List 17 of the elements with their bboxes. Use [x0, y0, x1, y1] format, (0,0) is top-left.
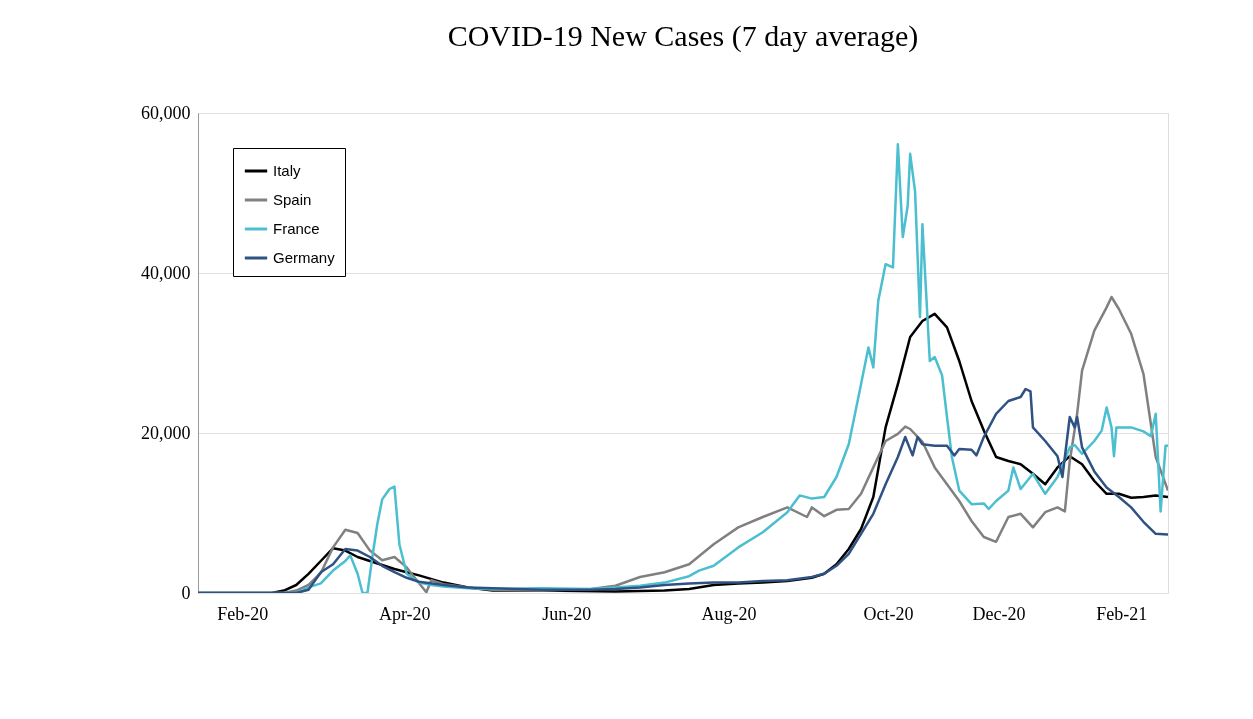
x-tick-label: Jun-20	[542, 603, 592, 624]
y-tick-label: 60,000	[141, 102, 191, 123]
legend-label: France	[273, 220, 320, 237]
x-tick-label: Feb-21	[1096, 603, 1148, 624]
legend-label: Italy	[273, 162, 302, 179]
y-tick-label: 20,000	[141, 422, 191, 443]
x-tick-label: Dec-20	[972, 603, 1026, 624]
chart-title: COVID-19 New Cases (7 day average)	[447, 19, 919, 53]
line-series	[198, 387, 1168, 593]
y-tick-label: 0	[181, 582, 191, 603]
x-tick-label: Aug-20	[701, 603, 757, 624]
legend-label: Spain	[273, 191, 312, 208]
x-tick-label: Feb-20	[217, 603, 269, 624]
x-tick-label: Oct-20	[863, 603, 914, 624]
x-tick-label: Apr-20	[378, 603, 431, 624]
y-tick-label: 40,000	[141, 262, 191, 283]
legend-label: Germany	[273, 249, 336, 266]
